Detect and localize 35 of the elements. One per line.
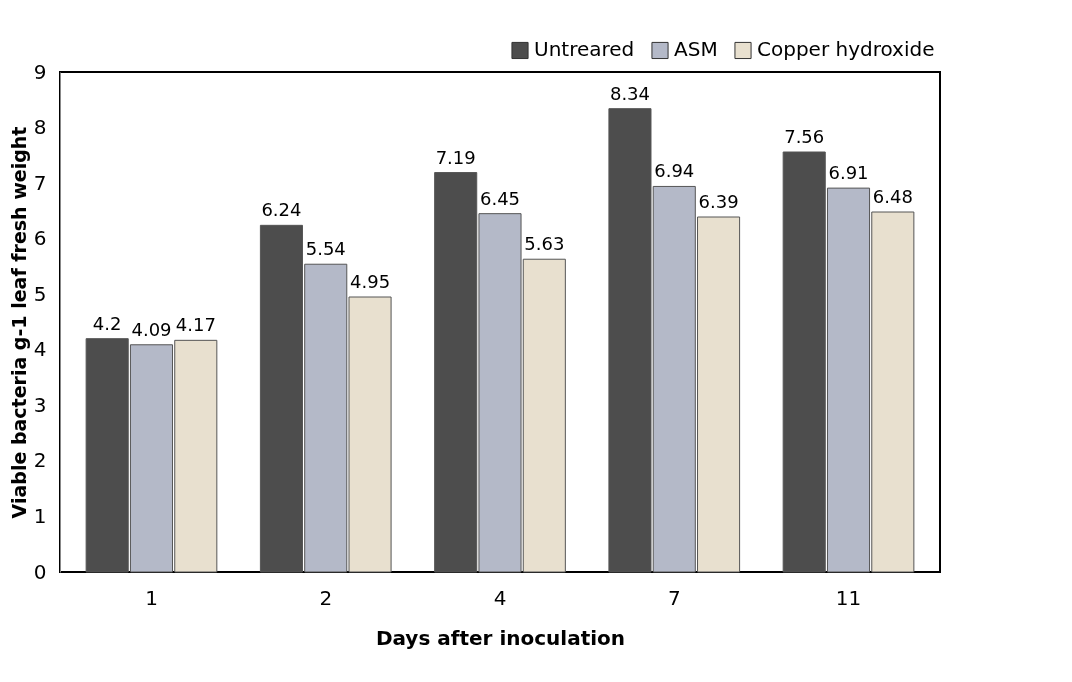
legend-label: Untreared xyxy=(534,37,635,62)
data-label: 6.39 xyxy=(698,191,739,212)
y-tick-label: 9 xyxy=(33,59,47,84)
y-tick-label: 4 xyxy=(33,337,47,362)
data-label: 4.2 xyxy=(92,312,122,334)
y-tick-label: 7 xyxy=(33,170,47,195)
y-tick-label: 0 xyxy=(33,559,47,584)
legend-label: Copper hydroxide xyxy=(757,37,935,62)
data-label: 4.95 xyxy=(350,271,391,292)
x-tick-label: 1 xyxy=(145,585,158,610)
data-label: 7.56 xyxy=(784,126,825,147)
data-label: 6.94 xyxy=(654,160,695,182)
x-tick-label: 2 xyxy=(319,585,333,610)
y-tick-label: 1 xyxy=(33,503,47,528)
x-tick-label: 11 xyxy=(835,585,862,610)
y-tick-label: 8 xyxy=(33,115,47,140)
data-label: 5.54 xyxy=(305,238,346,260)
y-tick-label: 5 xyxy=(33,281,47,306)
data-label: 6.48 xyxy=(872,186,913,207)
data-label: 8.34 xyxy=(609,82,650,104)
data-label: 7.19 xyxy=(435,146,476,168)
data-label: 6.91 xyxy=(828,162,869,184)
y-tick-label: 2 xyxy=(33,448,47,473)
y-axis-title: Viable bacteria g-1 leaf fresh weight xyxy=(7,126,30,519)
data-label: 4.09 xyxy=(131,318,172,340)
legend-label: ASM xyxy=(674,37,718,62)
data-label: 4.17 xyxy=(175,314,216,336)
y-tick-label: 3 xyxy=(33,392,47,417)
x-tick-label: 4 xyxy=(493,585,507,610)
y-tick-label: 6 xyxy=(33,226,47,251)
x-axis-title: Days after inoculation xyxy=(375,625,626,650)
data-label: 5.63 xyxy=(524,233,565,255)
x-tick-label: 7 xyxy=(667,585,681,610)
data-label: 6.45 xyxy=(479,187,521,209)
data-label: 6.24 xyxy=(261,199,302,221)
